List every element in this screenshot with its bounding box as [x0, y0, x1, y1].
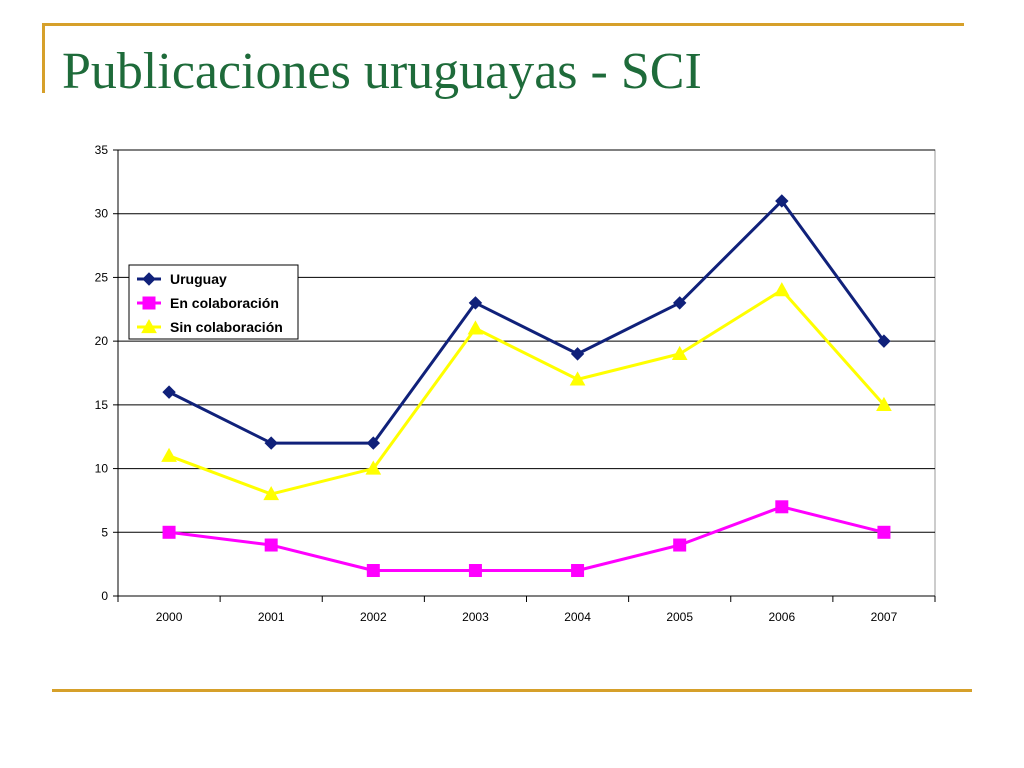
y-tick-label: 20 — [95, 334, 109, 348]
x-tick-label: 2002 — [360, 610, 387, 624]
data-point-diamond — [672, 296, 687, 310]
y-tick-label: 0 — [101, 589, 108, 603]
y-tick-label: 25 — [95, 270, 109, 284]
x-tick-label: 2006 — [768, 610, 795, 624]
x-tick-label: 2005 — [666, 610, 693, 624]
legend-label: Sin colaboración — [170, 319, 283, 335]
data-point-diamond — [570, 347, 585, 361]
y-tick-label: 30 — [95, 207, 109, 221]
data-point-square — [366, 564, 380, 578]
data-point-triangle — [876, 396, 892, 411]
axis-layer: 0 5 10 15 20 25 30 35 2000 2001 2002 2003 2004 2005 20… — [95, 143, 936, 624]
y-tick-label: 15 — [95, 398, 109, 412]
legend-item: Uruguay — [137, 271, 227, 287]
data-point-square — [877, 525, 891, 539]
data-point-square — [673, 538, 687, 552]
left-rule — [42, 23, 45, 93]
data-point-square — [142, 296, 156, 310]
series-en-colaboración — [162, 500, 891, 578]
data-point-triangle — [773, 282, 790, 297]
x-tick-label: 2000 — [156, 610, 183, 624]
data-point-triangle — [671, 345, 688, 360]
legend-item: En colaboración — [137, 295, 279, 311]
data-point-square — [162, 525, 176, 539]
data-point-square — [264, 538, 278, 552]
data-point-triangle — [467, 320, 484, 335]
data-point-triangle — [141, 318, 157, 334]
x-tick-label: 2003 — [462, 610, 489, 624]
x-tick-label: 2004 — [564, 610, 591, 624]
data-point-diamond — [264, 436, 278, 450]
data-point-square — [775, 500, 789, 514]
y-tick-label: 10 — [95, 462, 109, 476]
series-line — [168, 199, 886, 445]
data-point-square — [571, 564, 585, 578]
series-line — [168, 288, 886, 496]
series-layer — [161, 194, 892, 578]
data-point-triangle — [263, 486, 280, 501]
top-rule — [42, 23, 964, 26]
legend-label: En colaboración — [170, 295, 279, 311]
y-tick-label: 5 — [101, 525, 108, 539]
data-point-triangle — [365, 460, 382, 475]
data-point-diamond — [162, 385, 176, 399]
x-tick-label: 2007 — [871, 610, 898, 624]
x-tick-label: 2001 — [258, 610, 285, 624]
bottom-rule — [52, 689, 972, 692]
series-line — [168, 505, 885, 573]
data-point-diamond — [775, 194, 789, 208]
data-point-triangle — [161, 447, 177, 462]
data-point-diamond — [877, 334, 891, 348]
series-sin-colaboración — [161, 282, 892, 501]
grid-layer — [117, 149, 936, 597]
plot-area — [117, 149, 936, 597]
data-point-square — [468, 564, 482, 578]
y-tick-label: 35 — [95, 143, 109, 157]
series-uruguay — [162, 194, 891, 450]
data-point-diamond — [468, 296, 483, 310]
data-point-diamond — [366, 436, 381, 450]
legend-label: Uruguay — [170, 271, 227, 287]
data-point-diamond — [142, 272, 156, 286]
legend-item: Sin colaboración — [137, 318, 283, 335]
slide-title: Publicaciones uruguayas - SCI — [62, 43, 702, 100]
legend: Uruguay En colaboración Sin colaboración — [128, 264, 299, 340]
data-point-triangle — [569, 371, 586, 386]
